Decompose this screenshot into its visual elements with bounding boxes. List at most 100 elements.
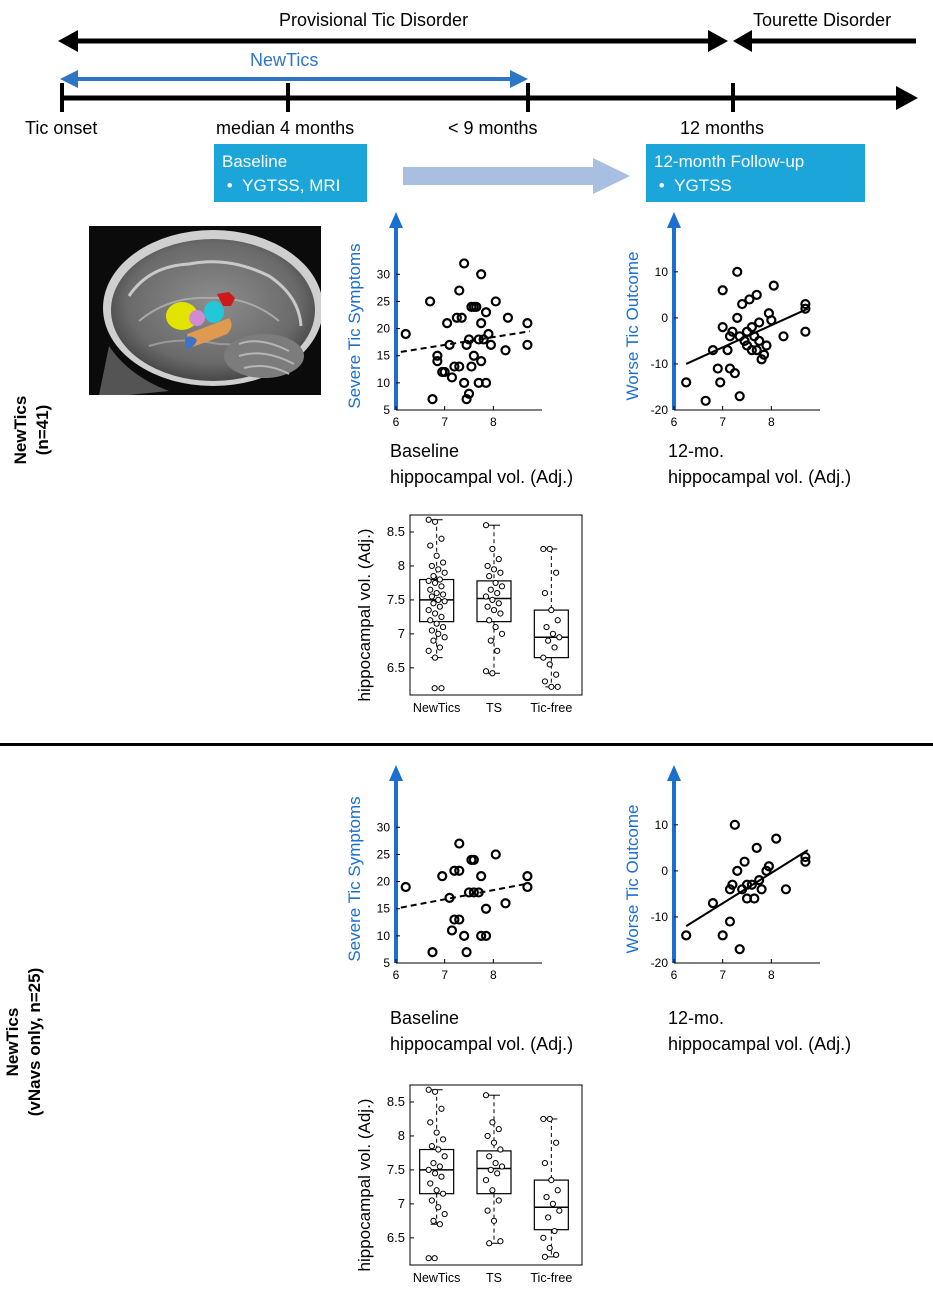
data-point — [548, 1176, 555, 1184]
data-point — [553, 569, 560, 576]
data-point — [715, 377, 726, 388]
x-tick-label: 7 — [441, 968, 448, 982]
data-point — [456, 312, 467, 323]
data-point — [540, 1115, 547, 1123]
category-label: NewTics — [413, 1271, 460, 1285]
data-point — [549, 630, 557, 637]
data-point — [778, 331, 789, 342]
data-point — [428, 593, 435, 600]
data-point — [454, 865, 465, 876]
data-point — [486, 617, 493, 624]
data-point — [432, 350, 443, 361]
data-point — [439, 591, 447, 598]
data-point — [427, 947, 438, 958]
data-point — [431, 579, 439, 587]
data-point — [433, 1187, 440, 1194]
data-point — [485, 339, 496, 350]
y-tick-label: 0 — [661, 864, 668, 878]
data-point — [468, 854, 479, 865]
x-tick-label: 6 — [393, 968, 400, 982]
timeline-graphic — [58, 30, 918, 194]
chart-s1-xlabel-line2: hippocampal vol. (Adj.) — [390, 467, 574, 487]
y-tick-label: 6.5 — [387, 1230, 405, 1245]
data-point — [498, 630, 506, 637]
data-point — [522, 881, 533, 893]
tourette-arrowhead — [733, 30, 752, 52]
data-point — [438, 535, 445, 542]
data-point — [461, 339, 472, 350]
y-tick-label: 6.5 — [387, 660, 405, 675]
section-title-1: NewTics (n=41) — [10, 370, 54, 490]
data-point — [482, 668, 490, 675]
y-tick-label: 7 — [398, 626, 405, 641]
x-tick-label: 6 — [671, 968, 678, 982]
data-point — [717, 285, 728, 296]
data-point — [487, 637, 494, 644]
fit-line — [400, 330, 530, 353]
data-point — [436, 1221, 443, 1228]
data-point — [746, 345, 757, 356]
data-point — [428, 627, 435, 634]
y-tick-label: 25 — [377, 294, 391, 308]
data-point — [489, 596, 496, 604]
data-point — [461, 947, 472, 958]
newtics-arrowhead-left — [60, 70, 78, 88]
data-point — [780, 884, 792, 895]
data-point — [432, 356, 443, 367]
data-point — [492, 1160, 499, 1167]
data-point — [433, 620, 440, 627]
y-axis-label: Worse Tic Outcome — [623, 805, 642, 954]
data-point — [553, 1139, 560, 1146]
data-point — [490, 1139, 498, 1146]
data-point — [717, 321, 728, 333]
data-point — [492, 623, 499, 631]
baseline-box-bullet: YGTSS, MRI — [242, 176, 341, 195]
data-point — [438, 1173, 445, 1180]
data-point — [427, 617, 434, 624]
y-tick-label: 7 — [398, 1196, 405, 1211]
y-tick-label: 30 — [377, 820, 391, 834]
data-point — [489, 1187, 496, 1194]
y-tick-label: -20 — [651, 956, 669, 970]
data-point — [463, 388, 475, 399]
data-point — [541, 1253, 549, 1260]
data-point — [476, 269, 487, 280]
data-point — [400, 881, 411, 893]
data-point — [486, 1153, 493, 1160]
data-point — [495, 1126, 502, 1133]
scatter-chart-followup-outcome-2: -20 -10 0 10 6 7 8 Worse Tic Outcome — [623, 765, 820, 982]
data-point — [441, 318, 453, 329]
data-point — [435, 1204, 442, 1211]
data-point — [482, 593, 490, 600]
data-point — [751, 345, 762, 356]
data-point — [495, 600, 502, 607]
y-tick-label: 10 — [377, 929, 391, 943]
data-point — [732, 312, 743, 323]
y-axis-label-line1: Baseline — [350, 582, 354, 647]
data-point — [541, 678, 549, 685]
data-point — [431, 654, 439, 661]
category-label: NewTics — [413, 701, 460, 715]
data-point — [487, 1166, 494, 1174]
data-point — [739, 856, 750, 867]
data-point — [436, 1163, 443, 1170]
y-tick-label: 7.5 — [387, 1162, 405, 1177]
baseline-box-title: Baseline — [222, 152, 288, 171]
data-point — [439, 1136, 447, 1143]
data-point — [486, 573, 493, 580]
tick-label-onset: Tic onset — [25, 118, 98, 138]
data-point — [681, 377, 692, 388]
data-point — [459, 377, 470, 388]
y-axis-arrowhead — [389, 765, 403, 781]
y-tick-label: 8 — [398, 558, 405, 573]
data-point — [548, 683, 555, 690]
data-point — [427, 394, 438, 405]
data-point — [435, 1146, 442, 1153]
data-point — [425, 1086, 432, 1093]
y-tick-label: 30 — [377, 267, 391, 281]
y-axis-label-group: Baseline hippocampal vol. (Adj.) — [350, 529, 374, 702]
data-point — [497, 569, 504, 576]
data-point — [800, 851, 811, 863]
baseline-box: Baseline • YGTSS, MRI — [214, 144, 367, 202]
baseline-box-bullet-row: • YGTSS, MRI — [222, 176, 341, 195]
